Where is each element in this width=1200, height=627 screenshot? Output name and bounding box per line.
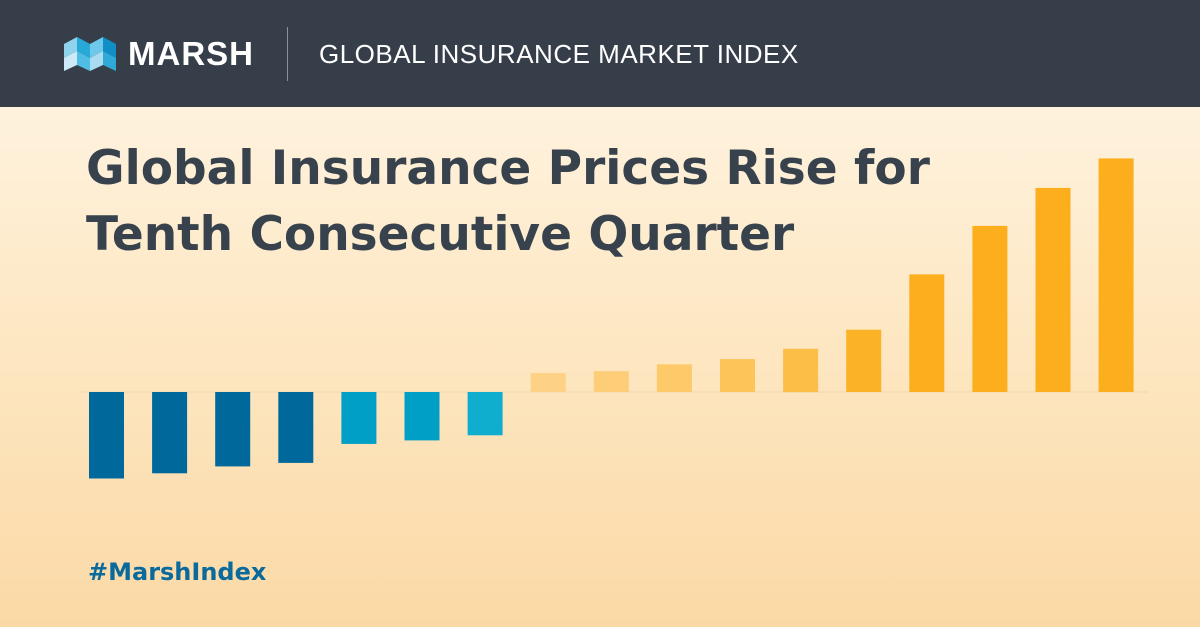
bar-7 — [467, 392, 503, 436]
bar-2 — [152, 392, 188, 474]
bars — [89, 158, 1134, 479]
brand[interactable]: MARSH — [64, 35, 254, 73]
bar-1 — [89, 392, 124, 479]
bar-5 — [341, 392, 377, 444]
brand-name: MARSH — [128, 35, 254, 72]
bar-10 — [656, 364, 692, 392]
bar-4 — [278, 392, 314, 463]
bar-13 — [846, 329, 882, 392]
bar-12 — [783, 348, 819, 393]
bar-15 — [972, 225, 1008, 392]
bar-14 — [909, 274, 945, 392]
header-bar: MARSH GLOBAL INSURANCE MARKET INDEX — [0, 0, 1200, 107]
bar-11 — [720, 359, 755, 392]
header-divider — [287, 27, 288, 81]
bar-16 — [1035, 187, 1071, 392]
bar-9 — [593, 371, 629, 392]
bar-8 — [530, 373, 566, 392]
bar-3 — [215, 392, 251, 467]
headline: Global Insurance Prices Rise for Tenth C… — [86, 136, 946, 268]
headline-line-1: Global Insurance Prices Rise for — [86, 141, 930, 196]
headline-line-2: Tenth Consecutive Quarter — [86, 207, 795, 262]
bar-17 — [1098, 158, 1134, 392]
bar-6 — [404, 392, 440, 441]
index-title: GLOBAL INSURANCE MARKET INDEX — [319, 39, 799, 69]
marsh-logo-icon — [64, 37, 116, 71]
hashtag-link[interactable]: #MarshIndex — [88, 558, 267, 586]
